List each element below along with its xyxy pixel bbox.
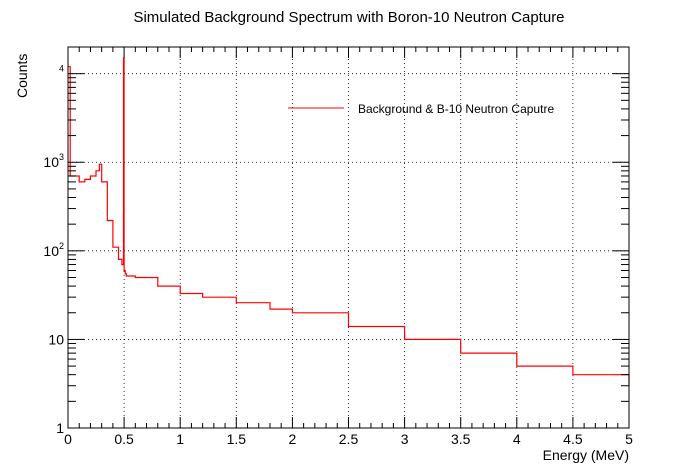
y-tick-label: 10 bbox=[48, 331, 64, 347]
x-tick-label: 4 bbox=[513, 431, 521, 447]
y-tick-label: 4 bbox=[59, 64, 64, 74]
x-tick-label: 3 bbox=[401, 431, 409, 447]
tick-layer: 0 0.5 1 1.5 2 2.5 3 3.5 4 4.5 5 1 10 102 103 4 bbox=[43, 46, 633, 447]
legend: Background & B-10 Neutron Caputre bbox=[288, 102, 554, 116]
x-tick-label: 1.5 bbox=[227, 431, 247, 447]
x-tick-label: 2 bbox=[289, 431, 297, 447]
grid-layer bbox=[68, 47, 629, 428]
y-tick-label: 1 bbox=[56, 420, 64, 436]
x-tick-label: 5 bbox=[625, 431, 633, 447]
chart-title: Simulated Background Spectrum with Boron… bbox=[133, 9, 564, 26]
y-axis-label: Counts bbox=[14, 54, 30, 98]
x-tick-label: 1 bbox=[176, 431, 184, 447]
series-line bbox=[68, 57, 630, 386]
x-tick-label: 4.5 bbox=[563, 431, 583, 447]
x-tick-label: 3.5 bbox=[451, 431, 471, 447]
y-tick-label: 102 bbox=[43, 241, 64, 259]
x-tick-label: 0.5 bbox=[114, 431, 134, 447]
y-tick-label: 103 bbox=[43, 152, 64, 170]
legend-label: Background & B-10 Neutron Caputre bbox=[358, 102, 554, 116]
x-tick-label: 2.5 bbox=[339, 431, 359, 447]
x-axis-label: Energy (MeV) bbox=[543, 447, 629, 463]
x-tick-label: 0 bbox=[64, 431, 72, 447]
